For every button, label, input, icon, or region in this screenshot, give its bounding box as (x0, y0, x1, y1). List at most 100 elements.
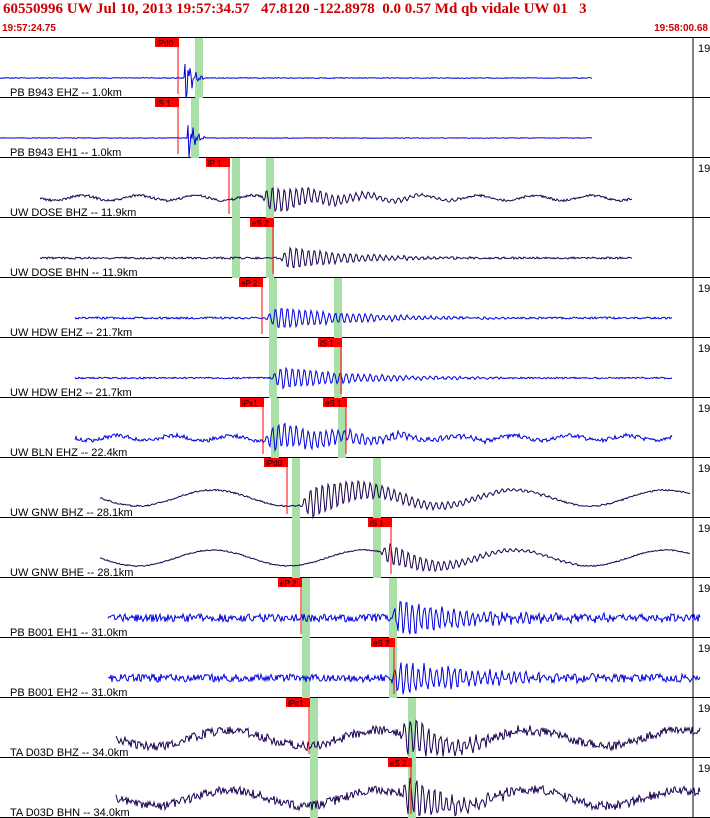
row-edge-text: 19 (698, 343, 710, 355)
pick-flag[interactable] (318, 338, 342, 347)
pick-label: iPd0 (266, 459, 283, 468)
station-label: TA D03D BHN -- 34.0km (10, 807, 130, 818)
trace-row[interactable]: iPd0 UW GNW BHZ -- 28.1km 19 (0, 458, 710, 520)
station-label: UW DOSE BHN -- 11.9km (10, 267, 138, 279)
phase-window-band (310, 698, 318, 758)
trace-row[interactable]: eP 2 PB B001 EH1 -- 31.0km 19 (0, 578, 710, 639)
pick-label: iPx1 (242, 399, 258, 408)
pick-label: eP 2 (241, 279, 258, 288)
row-edge-text: 19 (698, 283, 710, 295)
pick-label: iS 1 (157, 99, 171, 108)
pick-flag[interactable] (240, 398, 264, 407)
trace-row[interactable]: iS 1 UW HDW EH2 -- 21.7km 19 (0, 338, 710, 399)
phase-window-band (266, 218, 274, 278)
pick-flag[interactable] (155, 38, 179, 47)
pick-label: iPd0 (157, 39, 174, 48)
waveform (99, 479, 691, 520)
phase-window-band (195, 38, 203, 98)
phase-window-band (232, 158, 240, 218)
trace-row[interactable]: iPc1 TA D03D BHZ -- 34.0km 19 (0, 698, 710, 759)
station-label: PB B943 EHZ -- 1.0km (10, 87, 122, 99)
row-edge-text: 19 (698, 463, 710, 475)
pick-flag[interactable] (206, 158, 230, 167)
row-edge-text: 19 (698, 703, 710, 715)
pick-label-secondary: eS 1 (325, 399, 342, 408)
waveform (115, 719, 701, 757)
trace-row[interactable]: iP 1 UW DOSE BHZ -- 11.9km 19 (0, 158, 710, 219)
pick-label: iS 1 (320, 339, 334, 348)
pick-label: eS 2 (373, 639, 390, 648)
phase-window-band (408, 698, 416, 758)
pick-flag[interactable] (368, 518, 392, 527)
pick-flag[interactable] (264, 458, 288, 467)
waveform (115, 777, 701, 817)
phase-window-band (292, 458, 300, 518)
station-label: UW GNW BHE -- 28.1km (10, 567, 133, 579)
pick-flag[interactable] (286, 698, 310, 707)
row-edge-text: 19 (698, 43, 710, 55)
phase-window-band (310, 758, 318, 818)
phase-window-band (389, 638, 397, 698)
phase-window-band (271, 398, 279, 458)
row-edge-text: 19 (698, 583, 710, 595)
event-title: 60550996 UW Jul 10, 2013 19:57:34.57 47.… (3, 1, 587, 17)
station-label: UW GNW BHZ -- 28.1km (10, 507, 133, 519)
phase-window-band (269, 338, 277, 398)
trace-row[interactable]: iS 1 UW GNW BHE -- 28.1km 19 (0, 518, 710, 579)
trace-row[interactable]: eS 2 TA D03D BHN -- 34.0km 19 (0, 758, 710, 818)
window-start-time: 19:57:24.75 (2, 23, 56, 34)
phase-window-band (266, 158, 274, 218)
pick-label: iPc1 (288, 699, 304, 708)
waveform (0, 63, 593, 99)
waveform (0, 125, 593, 159)
waveform (107, 662, 701, 695)
pick-flag[interactable] (371, 638, 395, 647)
trace-row[interactable]: eS 2 UW DOSE BHN -- 11.9km (0, 218, 710, 279)
station-label: PB B001 EH2 -- 31.0km (10, 687, 127, 699)
trace-row[interactable]: eS 2 PB B001 EH2 -- 31.0km 19 (0, 638, 710, 699)
pick-flag[interactable] (250, 218, 274, 227)
waveform (39, 186, 633, 213)
pick-flag[interactable] (155, 98, 179, 107)
phase-window-band (338, 398, 346, 458)
pick-flag[interactable] (278, 578, 302, 587)
trace-row[interactable]: eP 2 UW HDW EHZ -- 21.7km 19 (0, 278, 710, 339)
station-label: UW BLN EHZ -- 22.4km (10, 447, 127, 459)
phase-window-band (408, 758, 416, 818)
phase-window-band (232, 218, 240, 278)
waveform (99, 542, 691, 573)
pick-label: eP 2 (280, 579, 297, 588)
pick-flag[interactable] (323, 398, 347, 407)
pick-flag[interactable] (239, 278, 263, 287)
event-header: 60550996 UW Jul 10, 2013 19:57:34.57 47.… (0, 0, 710, 38)
row-edge-text: 19 (698, 763, 710, 775)
trace-row[interactable]: iPx1 eS 1 UW BLN EHZ -- 22.4km 19 (0, 398, 710, 459)
pick-label: iP 1 (208, 159, 222, 168)
row-edge-text: 19 (698, 403, 710, 415)
phase-window-band (334, 278, 342, 338)
waveform (39, 246, 633, 269)
phase-window-band (373, 518, 381, 578)
station-label: UW HDW EH2 -- 21.7km (10, 387, 132, 399)
station-label: UW DOSE BHZ -- 11.9km (10, 207, 136, 219)
phase-window-band (292, 518, 300, 578)
station-label: TA D03D BHZ -- 34.0km (10, 747, 128, 759)
pick-label: iS 1 (370, 519, 384, 528)
phase-window-band (191, 98, 199, 158)
row-edge-text: 19 (698, 523, 710, 535)
waveform (74, 422, 673, 453)
pick-label: eS 2 (390, 759, 407, 768)
phase-window-band (302, 638, 310, 698)
pick-label: eS 2 (252, 219, 269, 228)
pick-flag[interactable] (388, 758, 412, 767)
phase-window-band (302, 578, 310, 638)
trace-row[interactable]: iS 1 PB B943 EH1 -- 1.0km (0, 98, 710, 159)
seismogram-panel[interactable]: iPd0 PB B943 EHZ -- 1.0km 19 iS 1 PB B943 EH… (0, 38, 710, 818)
row-edge-text: 19 (698, 643, 710, 655)
station-label: PB B943 EH1 -- 1.0km (10, 147, 121, 159)
row-edge-text: 19 (698, 163, 710, 175)
waveform (74, 366, 673, 390)
waveform (74, 307, 673, 329)
phase-window-band (269, 278, 277, 338)
trace-row[interactable]: iPd0 PB B943 EHZ -- 1.0km 19 (0, 38, 710, 99)
